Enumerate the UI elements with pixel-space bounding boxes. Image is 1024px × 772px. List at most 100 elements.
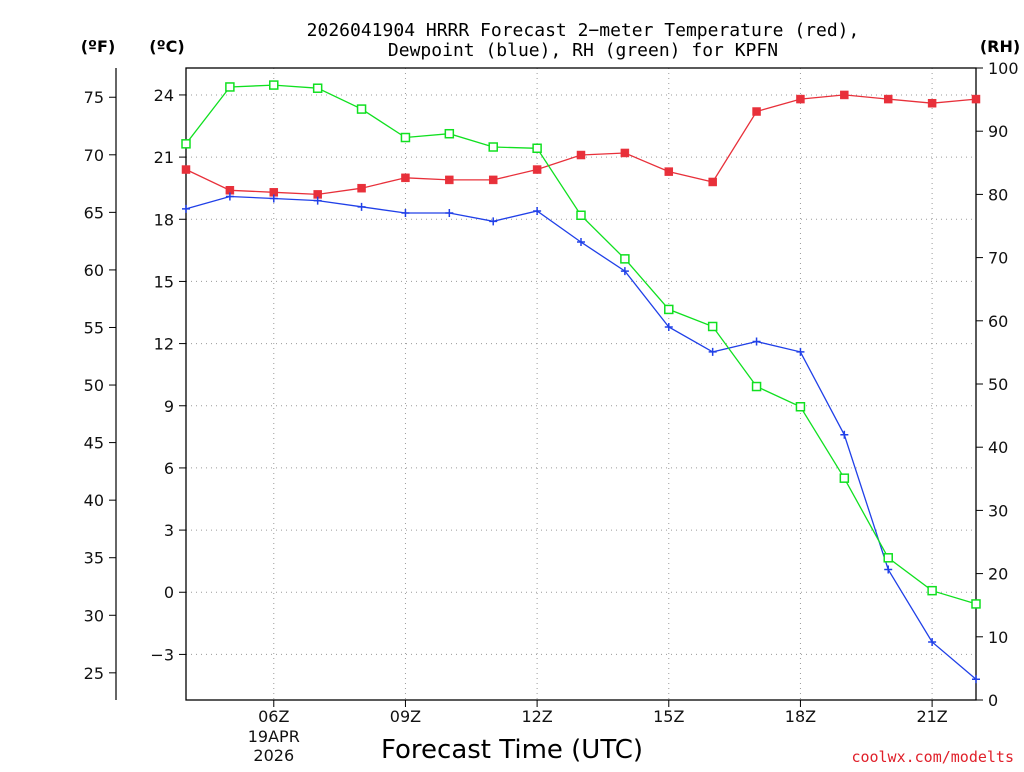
rh-tick-label: 70 — [988, 249, 1008, 268]
temperature-series — [181, 90, 981, 199]
celsius-tick-label: 15 — [154, 272, 174, 291]
temperature-point — [401, 173, 410, 183]
rh-tick-label: 40 — [988, 438, 1008, 457]
dewpoint-point — [708, 347, 717, 356]
credit-link[interactable]: coolwx.com/modelts — [851, 748, 1014, 766]
dewpoint-point — [972, 675, 980, 684]
temperature-point — [576, 150, 586, 160]
rh-tick-label: 30 — [988, 501, 1008, 520]
rh-point — [312, 83, 323, 93]
celsius-unit-label: (ºC) — [149, 37, 184, 56]
fahrenheit-tick-label: 30 — [84, 606, 104, 625]
dewpoint-point — [796, 347, 805, 356]
dewpoint-series — [182, 192, 980, 684]
dewpoint-point — [225, 192, 234, 201]
dewpoint-point — [664, 323, 673, 332]
rh-unit-label: (RH) — [980, 37, 1020, 56]
fahrenheit-tick-label: 25 — [84, 664, 104, 683]
rh-point — [883, 553, 893, 563]
fahrenheit-tick-label: 70 — [84, 146, 104, 165]
dewpoint-point — [357, 202, 366, 211]
rh-point — [488, 142, 498, 152]
rh-point — [576, 210, 586, 221]
celsius-tick-label: 12 — [154, 335, 174, 354]
rh-point — [620, 254, 630, 264]
temperature-point — [357, 183, 366, 193]
fahrenheit-tick-label: 65 — [84, 203, 104, 222]
rh-point — [839, 473, 850, 483]
temperature-point — [181, 165, 191, 174]
x-axis-label: Forecast Time (UTC) — [381, 735, 643, 765]
fahrenheit-tick-label: 75 — [84, 88, 104, 107]
x-tick-label: 06Z — [258, 707, 289, 726]
rh-point — [356, 104, 367, 114]
dewpoint-point — [884, 565, 893, 574]
dewpoint-point — [269, 194, 278, 203]
celsius-tick-label: 6 — [164, 459, 174, 478]
dewpoint-line — [185, 195, 977, 680]
dewpoint-point — [313, 196, 322, 205]
temperature-point — [708, 177, 717, 187]
fahrenheit-tick-label: 35 — [84, 549, 104, 568]
temperature-point — [532, 165, 542, 174]
rh-point — [181, 139, 191, 149]
temperature-point — [840, 90, 849, 100]
dewpoint-point — [840, 430, 849, 439]
dewpoint-point — [752, 337, 761, 346]
temperature-point — [620, 148, 630, 158]
chart-title-line-2: Dewpoint (blue), RH (green) for KPFN — [388, 40, 778, 61]
temperature-point — [927, 98, 937, 108]
rh-point — [971, 599, 981, 609]
dewpoint-point — [533, 206, 542, 215]
rh-point — [795, 402, 806, 412]
dewpoint-point — [928, 637, 937, 646]
rh-point — [664, 304, 674, 315]
rh-tick-label: 20 — [988, 565, 1008, 584]
dewpoint-point — [577, 238, 585, 247]
x-tick-label: 18Z — [785, 707, 816, 726]
rh-point — [225, 82, 235, 92]
dewpoint-point — [182, 204, 190, 213]
x-tick-label: 09Z — [390, 707, 421, 726]
chart-title-line-1: 2026041904 HRRR Forecast 2−meter Tempera… — [307, 20, 860, 41]
celsius-tick-label: 9 — [164, 397, 174, 416]
rh-tick-label: 80 — [988, 185, 1008, 204]
celsius-tick-label: 0 — [164, 583, 174, 602]
rh-point — [707, 321, 718, 332]
celsius-tick-label: 24 — [154, 86, 174, 105]
rh-point — [751, 381, 762, 392]
fahrenheit-tick-label: 60 — [84, 261, 104, 280]
temperature-point — [796, 94, 805, 104]
rh-tick-label: 90 — [988, 122, 1008, 141]
dewpoint-point — [445, 209, 454, 218]
temperature-point — [971, 94, 981, 104]
temperature-point — [664, 167, 674, 176]
x-tick-label: 15Z — [653, 707, 684, 726]
celsius-tick-label: −3 — [150, 645, 174, 664]
grid-lines — [186, 68, 976, 700]
fahrenheit-tick-label: 50 — [84, 376, 104, 395]
fahrenheit-tick-label: 40 — [84, 491, 104, 510]
fahrenheit-unit-label: (ºF) — [81, 37, 116, 56]
fahrenheit-tick-label: 45 — [84, 434, 104, 453]
rh-tick-label: 60 — [988, 312, 1008, 331]
rh-point — [400, 132, 411, 143]
temperature-point — [488, 175, 498, 185]
celsius-tick-label: 21 — [154, 148, 174, 167]
dewpoint-point — [489, 217, 498, 226]
rh-tick-label: 0 — [988, 691, 998, 710]
x-tick-label: 12Z — [521, 707, 552, 726]
rh-point — [532, 143, 542, 154]
data-series — [181, 80, 981, 684]
fahrenheit-tick-label: 55 — [84, 318, 104, 337]
rh-line — [185, 84, 977, 605]
x-tick-label: 21Z — [916, 707, 947, 726]
rh-tick-label: 50 — [988, 375, 1008, 394]
rh-tick-label: 10 — [988, 628, 1008, 647]
plot-frame — [185, 67, 977, 701]
temperature-point — [752, 107, 761, 116]
temperature-point — [445, 175, 454, 185]
